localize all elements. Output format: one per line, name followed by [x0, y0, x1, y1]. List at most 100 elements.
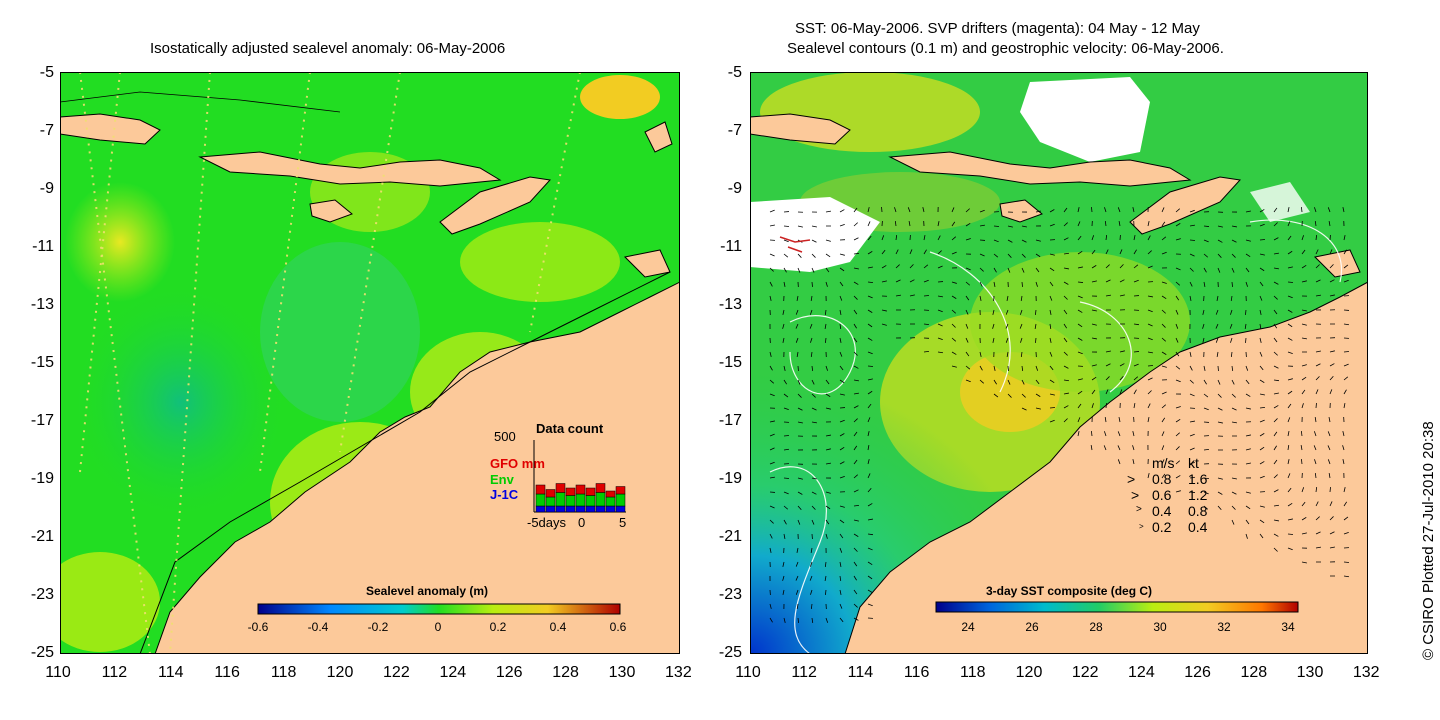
- legend-gfo: GFO mm: [490, 456, 545, 471]
- latitude-label: -17: [30, 412, 54, 429]
- legend-env: Env: [490, 472, 514, 487]
- sealevel-colorbar-title: Sealevel anomaly (m): [366, 584, 489, 598]
- sla-tick: 0.6: [609, 620, 627, 634]
- longitude-label: 132: [1352, 664, 1380, 681]
- sst-tick: 24: [961, 620, 975, 634]
- latitude-label: -21: [30, 528, 54, 545]
- sla-tick: 0: [434, 620, 442, 634]
- latitude-label: -19: [30, 470, 54, 487]
- latitude-label: -11: [32, 238, 54, 255]
- data-count-chart: [533, 440, 626, 513]
- vel-arrow-icon: >: [1139, 522, 1144, 531]
- longitude-label: 124: [439, 664, 467, 681]
- longitude-label: 126: [1184, 664, 1211, 681]
- sst-tick: 28: [1089, 620, 1103, 634]
- vel-arrow-icon: >: [1136, 504, 1142, 515]
- australia-land: [154, 281, 680, 654]
- longitude-label: 112: [791, 664, 817, 681]
- left-map-frame: [60, 72, 680, 654]
- latitude-label: -25: [718, 644, 742, 661]
- lesser-sunda-islands: [198, 151, 502, 187]
- longitude-label: 120: [326, 664, 354, 681]
- left-panel-title: Isostatically adjusted sealevel anomaly:…: [150, 40, 506, 57]
- data-count-xtick: 0: [578, 515, 586, 530]
- longitude-label: 130: [608, 664, 636, 681]
- longitude-label: 114: [847, 664, 874, 681]
- sla-tick: -0.2: [367, 620, 389, 634]
- latitude-label: -15: [718, 354, 742, 371]
- latitude-label: -19: [718, 470, 742, 487]
- sla-tick: -0.4: [307, 620, 329, 634]
- vel-row-ms: 0.4: [1152, 503, 1172, 519]
- longitude-label: 118: [960, 664, 986, 681]
- sumba-island: [309, 199, 353, 223]
- vel-legend-header-ms: m/s: [1152, 455, 1175, 471]
- lesser-sunda-islands: [888, 151, 1192, 187]
- longitude-label: 116: [903, 664, 930, 681]
- longitude-label: 122: [383, 664, 410, 681]
- right-map-frame: [750, 72, 1368, 654]
- longitude-label: 120: [1015, 664, 1043, 681]
- sst-colorbar-title: 3-day SST composite (deg C): [986, 584, 1153, 598]
- longitude-label: 114: [158, 664, 184, 681]
- sst-tick: 32: [1217, 620, 1231, 634]
- sla-tick: 0.2: [489, 620, 507, 634]
- vel-row-kt: 1.2: [1188, 487, 1208, 503]
- data-count-bar-gfo: [585, 487, 596, 496]
- latitude-label: -9: [727, 180, 742, 197]
- data-count-bar-gfo: [565, 487, 576, 496]
- latitude-label: -13: [718, 296, 742, 313]
- vel-arrow-icon: >: [1127, 471, 1136, 487]
- sla-tick: 0.4: [549, 620, 567, 634]
- latitude-label: -5: [39, 64, 54, 81]
- latitude-label: -25: [30, 644, 54, 661]
- longitude-label: 116: [214, 664, 240, 681]
- latitude-label: -11: [720, 238, 742, 255]
- longitude-label: 124: [1128, 664, 1155, 681]
- longitude-label: 132: [665, 664, 692, 681]
- sst-tick: 34: [1281, 620, 1295, 634]
- sst-tick: 30: [1153, 620, 1167, 634]
- australia-land: [844, 281, 1368, 654]
- latitude-label: -7: [727, 122, 742, 139]
- longitude-label: 130: [1296, 664, 1324, 681]
- sealevel-anomaly-map: [60, 72, 680, 654]
- data-count-bar-gfo: [555, 483, 566, 493]
- latitude-label: -7: [39, 122, 54, 139]
- latitude-label: -23: [30, 586, 54, 603]
- longitude-label: 128: [552, 664, 579, 681]
- right-panel-title-line1: SST: 06-May-2006. SVP drifters (magenta)…: [795, 20, 1200, 37]
- latitude-label: -13: [30, 296, 54, 313]
- latitude-label: -9: [39, 180, 54, 197]
- longitude-label: 122: [1071, 664, 1099, 681]
- longitude-label: 112: [101, 664, 128, 681]
- right-panel-title-line2: Sealevel contours (0.1 m) and geostrophi…: [787, 40, 1224, 57]
- sumba-island: [999, 199, 1043, 223]
- data-count-ytick: 500: [494, 429, 516, 444]
- data-count-xtick: 5: [619, 515, 627, 530]
- data-count-bar-gfo: [535, 484, 546, 495]
- vel-row-kt: 0.8: [1188, 503, 1208, 519]
- longitude-label: 110: [735, 664, 761, 681]
- copyright-text: © CSIRO Plotted 27-Jul-2010 20:38: [1420, 421, 1437, 660]
- vel-row-ms: 0.2: [1152, 519, 1172, 535]
- data-count-bar-gfo: [595, 483, 606, 493]
- data-count-bar-gfo: [605, 490, 616, 498]
- vel-row-ms: 0.6: [1152, 487, 1172, 503]
- latitude-label: -5: [727, 64, 742, 81]
- timor-island: [1129, 176, 1241, 235]
- vel-arrow-icon: >: [1131, 487, 1140, 503]
- data-count-title: Data count: [536, 421, 604, 436]
- legend-j1c: J-1C: [490, 487, 519, 502]
- vel-row-kt: 0.4: [1188, 519, 1208, 535]
- java-island: [750, 113, 851, 145]
- sst-map: [750, 72, 1368, 654]
- vel-row-kt: 1.6: [1188, 471, 1208, 487]
- data-count-bar-gfo: [545, 489, 556, 498]
- latitude-label: -15: [30, 354, 54, 371]
- longitude-label: 110: [45, 664, 71, 681]
- sla-tick: -0.6: [247, 620, 269, 634]
- latitude-label: -21: [718, 528, 742, 545]
- sst-tick: 26: [1025, 620, 1039, 634]
- data-count-bar-gfo: [615, 486, 626, 495]
